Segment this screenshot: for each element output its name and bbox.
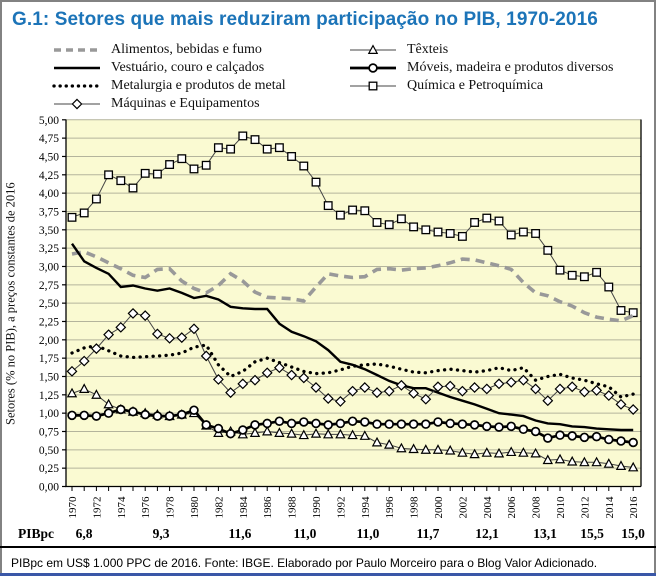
svg-text:0,75: 0,75 — [39, 426, 59, 438]
svg-text:2,25: 2,25 — [39, 316, 59, 328]
svg-text:2012: 2012 — [579, 497, 591, 519]
svg-text:1992: 1992 — [335, 497, 347, 519]
svg-text:4,50: 4,50 — [39, 151, 59, 163]
legend: Alimentos, bebidas e fumo Vestuário, cou… — [0, 41, 656, 113]
maquinas-diamond-marker-swatch — [54, 98, 100, 110]
legend-label: Têxteis — [407, 42, 449, 57]
pibpc-value: 13,1 — [533, 526, 557, 541]
legend-item-moveis: Móveis, madeira e produtos diversos — [348, 59, 613, 77]
y-axis-title: Setores (% no PIB), a preços constantes … — [3, 182, 18, 425]
svg-text:2010: 2010 — [555, 496, 567, 519]
svg-text:1978: 1978 — [165, 496, 177, 519]
pibpc-value: 11,6 — [228, 526, 252, 541]
svg-text:1,25: 1,25 — [39, 390, 59, 402]
legend-label: Alimentos, bebidas e fumo — [111, 42, 262, 57]
svg-text:1994: 1994 — [360, 496, 372, 519]
bottom-accent-bar — [0, 573, 656, 576]
legend-label: Metalurgia e produtos de metal — [111, 78, 286, 93]
svg-text:4,75: 4,75 — [39, 133, 59, 145]
svg-text:1996: 1996 — [384, 496, 396, 519]
y-axis-ticks: 0,00 0,25 0,50 0,75 1,00 1,25 1,50 1,75 2,00 2,25… — [39, 115, 66, 494]
series-moveis — [67, 404, 638, 448]
svg-text:2002: 2002 — [457, 497, 469, 519]
metalurgia-dotted-line-swatch — [52, 84, 102, 88]
svg-text:0,00: 0,00 — [39, 482, 59, 494]
legend-label: Vestuário, couro e calçados — [111, 60, 265, 75]
legend-column-right: Têxteis Móveis, madeira e produtos diver… — [348, 41, 613, 95]
vestuario-solid-line-swatch — [54, 66, 100, 70]
alimentos-dashed-line-swatch — [54, 48, 100, 52]
svg-text:4,00: 4,00 — [39, 188, 59, 200]
svg-text:1984: 1984 — [238, 496, 250, 519]
svg-text:2,75: 2,75 — [39, 280, 59, 292]
svg-text:1974: 1974 — [116, 496, 128, 519]
pibpc-label: PIBpc — [18, 526, 55, 541]
legend-item-maquinas: Máquinas e Equipamentos — [52, 95, 286, 113]
svg-text:1972: 1972 — [91, 497, 103, 519]
svg-text:1982: 1982 — [213, 497, 225, 519]
pibpc-value: 15,0 — [621, 526, 645, 541]
series-vestuario — [71, 243, 634, 432]
series-alimentos — [71, 249, 634, 323]
svg-text:1980: 1980 — [189, 496, 201, 519]
quimica-square-marker-swatch — [350, 81, 396, 91]
legend-column-left: Alimentos, bebidas e fumo Vestuário, cou… — [52, 41, 286, 113]
chart-title: G.1: Setores que mais reduziram particip… — [12, 9, 598, 30]
legend-item-alimentos: Alimentos, bebidas e fumo — [52, 41, 286, 59]
legend-item-metalurgia: Metalurgia e produtos de metal — [52, 77, 286, 95]
svg-text:1998: 1998 — [409, 496, 421, 519]
pibpc-value: 11,7 — [416, 526, 440, 541]
series-metalurgia — [70, 343, 635, 399]
legend-item-vestuario: Vestuário, couro e calçados — [52, 59, 286, 77]
series-maquinas — [66, 307, 639, 415]
pibpc-value: 6,8 — [75, 526, 93, 541]
series-quimica — [67, 131, 638, 318]
svg-text:2006: 2006 — [506, 496, 518, 519]
legend-item-quimica: Química e Petroquímica — [348, 77, 613, 95]
texteis-triangle-marker-swatch — [350, 44, 396, 54]
svg-text:1,50: 1,50 — [39, 371, 59, 383]
svg-text:3,25: 3,25 — [39, 243, 59, 255]
legend-item-texteis: Têxteis — [348, 41, 613, 59]
svg-text:1988: 1988 — [287, 496, 299, 519]
svg-text:2,00: 2,00 — [39, 335, 59, 347]
legend-label: Móveis, madeira e produtos diversos — [407, 60, 614, 75]
x-axis-ticks: 1970 1972 1974 1976 1978 1980 1982 1984 1986 1988… — [67, 486, 640, 519]
svg-text:2,50: 2,50 — [39, 298, 59, 310]
svg-text:1,75: 1,75 — [39, 353, 59, 365]
svg-text:3,50: 3,50 — [39, 225, 59, 237]
svg-text:1990: 1990 — [311, 496, 323, 519]
svg-text:2008: 2008 — [531, 496, 543, 519]
pibpc-row: PIBpc 6,8 9,3 11,6 11,0 11,0 11,7 12,1 1… — [0, 525, 656, 545]
svg-text:1976: 1976 — [140, 496, 152, 519]
svg-text:0,50: 0,50 — [39, 445, 59, 457]
legend-label: Máquinas e Equipamentos — [111, 96, 260, 111]
svg-text:0,25: 0,25 — [39, 463, 59, 475]
svg-text:2014: 2014 — [604, 496, 616, 519]
legend-label: Química e Petroquímica — [407, 78, 544, 93]
svg-text:2016: 2016 — [628, 496, 640, 519]
svg-text:4,25: 4,25 — [39, 170, 59, 182]
pibpc-value: 12,1 — [475, 526, 499, 541]
svg-text:1986: 1986 — [262, 496, 274, 519]
svg-text:1970: 1970 — [67, 496, 79, 519]
svg-text:5,00: 5,00 — [39, 115, 59, 127]
pibpc-value: 11,0 — [293, 526, 317, 541]
svg-text:2004: 2004 — [482, 496, 494, 519]
pibpc-value: 11,0 — [356, 526, 380, 541]
moveis-circle-marker-swatch — [350, 63, 396, 73]
svg-text:3,75: 3,75 — [39, 206, 59, 218]
svg-text:1,00: 1,00 — [39, 408, 59, 420]
pibpc-value: 15,5 — [580, 526, 604, 541]
pibpc-divider — [0, 546, 656, 548]
source-footnote: PIBpc em US$ 1.000 PPC de 2016. Fonte: I… — [11, 556, 598, 570]
svg-text:2000: 2000 — [433, 496, 445, 519]
pibpc-value: 9,3 — [152, 526, 170, 541]
svg-text:3,00: 3,00 — [39, 261, 59, 273]
